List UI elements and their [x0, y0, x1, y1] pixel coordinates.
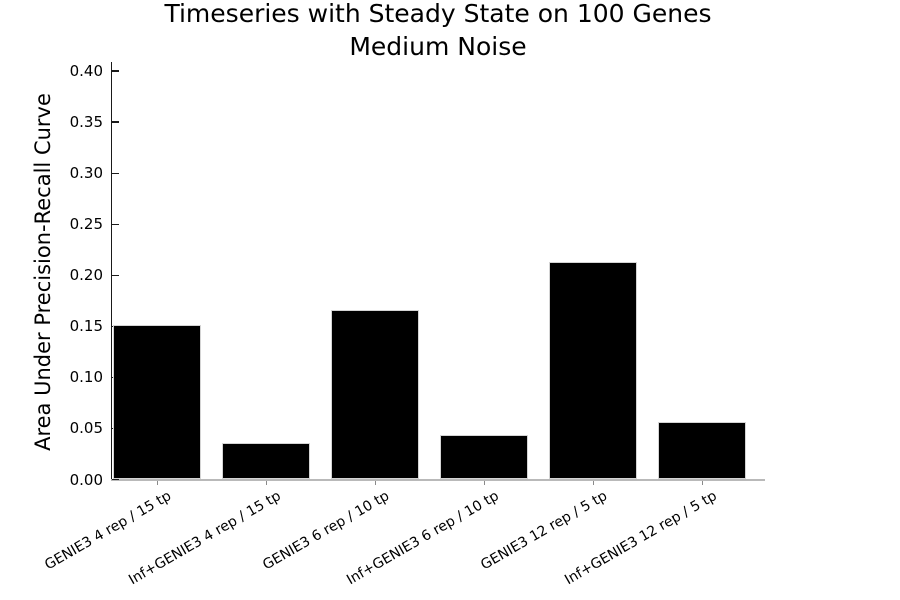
y-tick-mark: [112, 70, 119, 72]
bar-6: [657, 422, 746, 480]
x-tick-mark: [483, 480, 485, 485]
chart-title: Timeseries with Steady State on 100 Gene…: [111, 0, 765, 63]
y-tick-label: 0.25: [69, 215, 103, 234]
y-tick-mark: [112, 478, 119, 481]
y-tick-label: 0.10: [69, 368, 103, 387]
y-tick-label: 0.00: [69, 470, 103, 489]
chart-title-line2: Medium Noise: [349, 32, 527, 61]
x-tick-mark: [265, 480, 267, 485]
y-tick-mark: [112, 274, 119, 276]
bar-3: [330, 309, 419, 480]
x-tick-mark: [156, 480, 158, 485]
y-tick-mark: [112, 223, 119, 225]
bar-2: [221, 442, 310, 480]
y-tick-mark: [112, 172, 119, 174]
y-tick-label: 0.30: [69, 164, 103, 183]
y-tick-label: 0.20: [69, 266, 103, 285]
x-tick-mark: [374, 480, 376, 485]
bar-4: [439, 434, 528, 480]
y-tick-label: 0.05: [69, 419, 103, 438]
x-axis-spine: [111, 479, 765, 481]
y-tick-label: 0.35: [69, 113, 103, 132]
x-tick-mark: [701, 480, 703, 485]
x-tick-mark: [592, 480, 594, 485]
bar-5: [548, 261, 637, 480]
y-tick-label: 0.15: [69, 317, 103, 336]
y-tick-mark: [112, 121, 119, 123]
bar-1: [112, 325, 201, 480]
chart-title-line1: Timeseries with Steady State on 100 Gene…: [164, 0, 712, 28]
y-tick-label: 0.40: [69, 62, 103, 80]
y-axis-spine: [111, 62, 113, 480]
